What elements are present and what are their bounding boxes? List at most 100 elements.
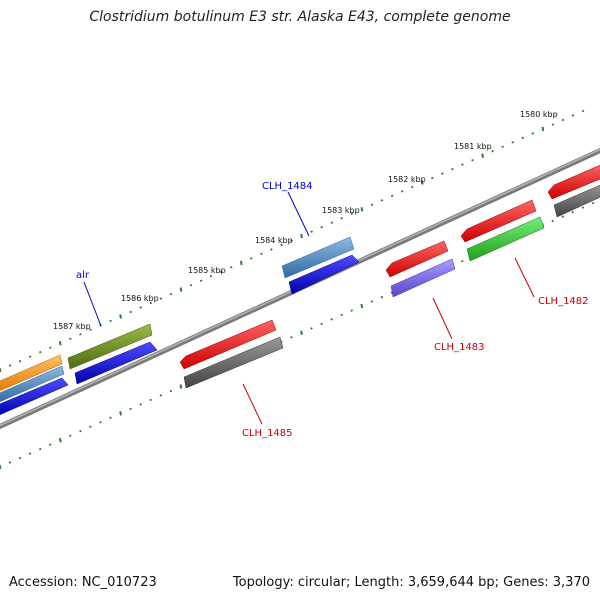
gene-blue-under-alr[interactable]	[74, 341, 158, 385]
outer-tick-mark	[119, 314, 122, 319]
inner-tick-mark	[310, 327, 313, 330]
outer-tick-mark	[461, 163, 464, 166]
gene-clh-1483-red[interactable]	[385, 240, 449, 278]
outer-tick-mark	[471, 158, 474, 162]
inner-tick-mark	[330, 318, 333, 321]
inner-tick-mark	[300, 330, 303, 335]
outer-tick-mark	[320, 225, 323, 229]
inner-tick-mark	[69, 434, 72, 437]
inner-tick-mark	[119, 411, 122, 416]
inner-tick-mark	[581, 206, 585, 209]
outer-tick-mark	[149, 301, 153, 305]
page-title: Clostridium botulinum E3 str. Alaska E43…	[89, 9, 511, 25]
inner-tick-mark	[79, 429, 82, 433]
outer-tick-mark	[8, 364, 12, 367]
outer-tick-mark	[69, 337, 72, 340]
outer-tick-mark	[380, 199, 384, 202]
outer-tick-mark	[219, 270, 223, 274]
tick-label-1585: 1585 kbp	[188, 266, 226, 275]
inner-tick-mark	[290, 336, 293, 339]
outer-tick-mark	[179, 287, 183, 292]
outer-tick-mark	[250, 257, 253, 260]
outer-tick-mark	[571, 114, 575, 117]
outer-tick-mark	[481, 153, 484, 158]
outer-tick-mark	[129, 310, 132, 314]
outer-tick-mark	[239, 260, 243, 266]
outer-tick-mark	[581, 109, 585, 113]
gene-red-partial-right[interactable]	[547, 163, 600, 200]
inner-tick-mark	[18, 456, 22, 460]
inner-tick-mark	[561, 215, 565, 218]
outer-tick-mark	[18, 359, 22, 363]
outer-tick-mark	[410, 185, 414, 189]
leader-clh-1482	[514, 257, 535, 298]
gene-grey-clh-1485[interactable]	[183, 336, 284, 389]
gene-alr[interactable]	[67, 323, 153, 370]
inner-tick-mark	[551, 219, 554, 223]
outer-tick-mark	[330, 221, 334, 224]
outer-tick-mark	[501, 145, 504, 149]
outer-tick-mark	[189, 283, 193, 287]
outer-tick-mark	[58, 341, 62, 346]
inner-tick-mark	[58, 438, 62, 443]
inner-tick-mark	[28, 452, 32, 455]
gene-label-clh-1485: CLH_1485	[242, 428, 293, 439]
inner-tick-mark	[571, 210, 575, 214]
gene-features	[0, 163, 600, 416]
gene-blue-partial-left[interactable]	[0, 377, 69, 416]
inner-tick-mark	[320, 322, 323, 326]
gene-label-alr: alr	[76, 270, 90, 281]
gene-clh-1482[interactable]	[466, 216, 545, 262]
inner-tick-mark	[350, 309, 353, 312]
outer-tick-mark	[229, 266, 233, 269]
gene-red-clh-1482[interactable]	[460, 199, 537, 243]
tick-label-1586: 1586 kbp	[121, 294, 159, 303]
outer-tick-mark	[350, 212, 354, 215]
outer-tick-mark	[199, 279, 203, 282]
outer-tick-mark	[169, 292, 173, 296]
gene-clh-1485[interactable]	[179, 319, 277, 370]
outer-tick-mark	[89, 328, 92, 332]
inner-tick-mark	[340, 313, 343, 317]
outer-tick-mark	[370, 203, 374, 207]
tick-label-1587: 1587 kbp	[53, 322, 91, 331]
gene-clh-1484[interactable]	[281, 236, 355, 279]
outer-tick-mark	[79, 333, 82, 336]
gene-grey-partial-right[interactable]	[553, 183, 600, 218]
outer-tick-mark	[511, 141, 514, 144]
gene-orange-partial[interactable]	[0, 354, 63, 392]
leader-clh-1484	[287, 191, 310, 237]
outer-tick-mark	[310, 230, 313, 233]
inner-tick-mark	[99, 421, 102, 424]
inner-tick-mark	[48, 443, 52, 446]
gene-clh-1483[interactable]	[390, 258, 456, 298]
outer-tick-mark	[541, 126, 545, 132]
outer-tick-mark	[400, 190, 404, 193]
tick-label-1580: 1580 kbp	[520, 110, 558, 119]
outer-tick-mark	[280, 243, 283, 247]
inner-tick-mark	[149, 398, 152, 402]
gene-blue-under-clh-1484[interactable]	[288, 254, 360, 295]
outer-tick-mark	[340, 216, 344, 220]
leader-clh-1485	[242, 383, 263, 425]
outer-tick-mark	[451, 167, 454, 171]
gene-steelblue-partial[interactable]	[0, 365, 65, 403]
gene-label-clh-1483: CLH_1483	[434, 342, 485, 353]
inner-tick-mark	[591, 201, 595, 205]
outer-tick-mark	[521, 136, 525, 140]
inner-tick-mark	[169, 389, 173, 393]
outer-tick-mark	[531, 132, 535, 135]
inner-tick-mark	[89, 425, 92, 429]
outer-tick-mark	[139, 306, 142, 309]
outer-tick-mark	[390, 194, 394, 198]
inner-tick-mark	[159, 394, 163, 397]
outer-tick-mark	[360, 207, 364, 212]
outer-tick-mark	[441, 172, 444, 175]
inner-tick-mark	[179, 384, 183, 389]
outer-tick-mark	[561, 118, 565, 122]
inner-tick-mark	[129, 407, 132, 411]
outer-tick-mark	[209, 274, 213, 278]
inner-tick-mark	[461, 260, 464, 263]
